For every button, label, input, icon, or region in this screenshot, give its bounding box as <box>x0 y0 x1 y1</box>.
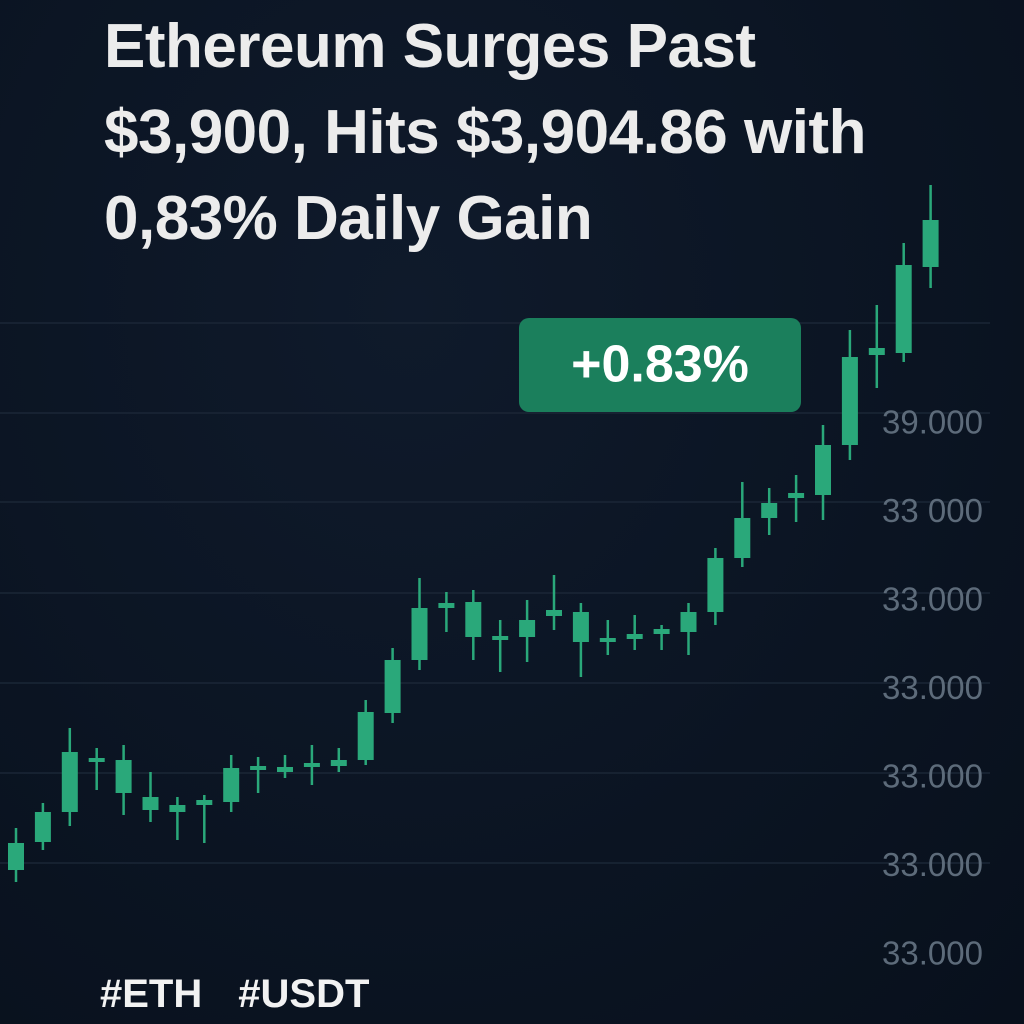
candle-body <box>465 602 482 637</box>
candle-body <box>519 620 536 637</box>
axis-label: 39.000 <box>882 404 983 441</box>
axis-label: 33.000 <box>882 935 983 972</box>
candle-body <box>438 603 455 608</box>
candle-body <box>895 265 912 353</box>
candle-body <box>761 503 778 518</box>
axis-label: 33.000 <box>882 581 983 618</box>
candle-body <box>115 760 132 793</box>
candle-body <box>357 712 374 760</box>
candle-body <box>546 610 562 616</box>
candle-body <box>868 348 885 355</box>
candle-body <box>8 843 24 870</box>
candle-body <box>411 608 428 660</box>
candle-body <box>922 220 939 267</box>
candle-body <box>599 638 616 642</box>
axis-label: 33.000 <box>882 758 983 795</box>
candle-body <box>88 758 105 762</box>
candle-body <box>250 766 267 770</box>
badge <box>519 318 801 412</box>
candle-body <box>142 797 159 810</box>
axis-label: 33 000 <box>882 492 983 529</box>
candle-body <box>734 518 751 558</box>
candle-body <box>572 612 589 642</box>
axis-label: 33.000 <box>882 846 983 883</box>
candle-body <box>707 558 724 612</box>
candle-body <box>277 767 293 772</box>
candle-body <box>680 612 697 632</box>
badge-text: +0.83% <box>571 336 749 394</box>
candle-body <box>330 760 347 766</box>
candle-body <box>196 800 213 805</box>
candle-body <box>223 768 240 802</box>
candle-body <box>384 660 401 713</box>
candle-body <box>303 763 320 767</box>
candle-body <box>653 629 670 634</box>
candle-body <box>492 636 509 640</box>
candle-body <box>626 634 643 639</box>
hashtag: #ETH <box>100 972 203 1016</box>
candle-body <box>34 812 51 842</box>
hashtags: #ETH #USDT <box>100 972 405 1017</box>
candle-body <box>169 805 186 812</box>
candle-body <box>815 445 831 495</box>
candle-body <box>788 493 805 498</box>
axis-label: 33.000 <box>882 669 983 706</box>
headline: Ethereum Surges Past $3,900, Hits $3,904… <box>104 12 866 253</box>
hashtag: #USDT <box>238 972 370 1016</box>
candle-body <box>61 752 78 812</box>
candle-body <box>841 357 858 445</box>
